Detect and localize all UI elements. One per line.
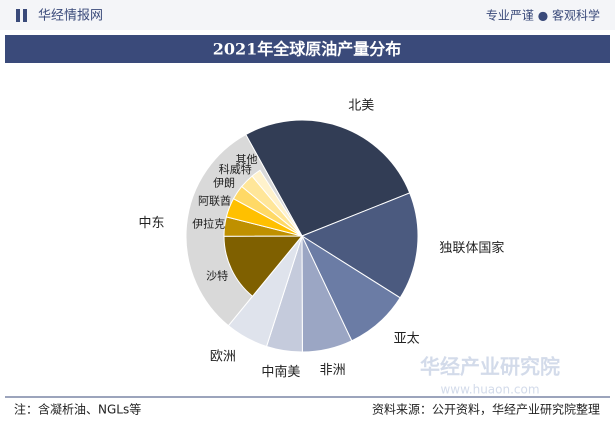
sub-label: 伊朗 <box>213 176 235 189</box>
slice-label: 北美 <box>348 98 374 113</box>
footer-note: 注：含凝析油、NGLs等 <box>14 402 141 417</box>
sub-slice <box>251 169 303 237</box>
header-bar <box>0 0 615 30</box>
slice-label: 非洲 <box>320 363 346 378</box>
watermark-url: www.huaon.com <box>440 383 539 397</box>
pie-slice <box>245 119 411 237</box>
sub-label: 其他 <box>235 153 257 166</box>
pie-slice <box>300 192 419 299</box>
slogan: 专业严谨 ● 客观科学 <box>486 8 600 23</box>
footer-source: 资料来源：公开资料，华经产业研究院整理 <box>372 402 600 417</box>
watermark: 华经产业研究院 <box>420 355 560 379</box>
sub-label: 科威特 <box>219 162 252 176</box>
logo-icon <box>16 9 20 22</box>
sub-label: 伊拉克 <box>192 217 225 231</box>
slice-label: 中南美 <box>261 364 300 380</box>
slice-label: 独联体国家 <box>439 240 504 256</box>
chart-title: 2021年全球原油产量分布 <box>213 40 402 59</box>
sub-label: 沙特 <box>206 268 228 282</box>
sub-label: 阿联酋 <box>198 194 231 208</box>
logo-text: 华经情报网 <box>38 9 103 24</box>
slice-label: 中东 <box>139 216 165 231</box>
slice-label: 欧洲 <box>210 350 236 365</box>
sub-slice <box>223 235 304 297</box>
logo-icon <box>23 9 27 22</box>
slice-label: 亚太 <box>394 332 420 347</box>
title-bar <box>5 35 610 63</box>
